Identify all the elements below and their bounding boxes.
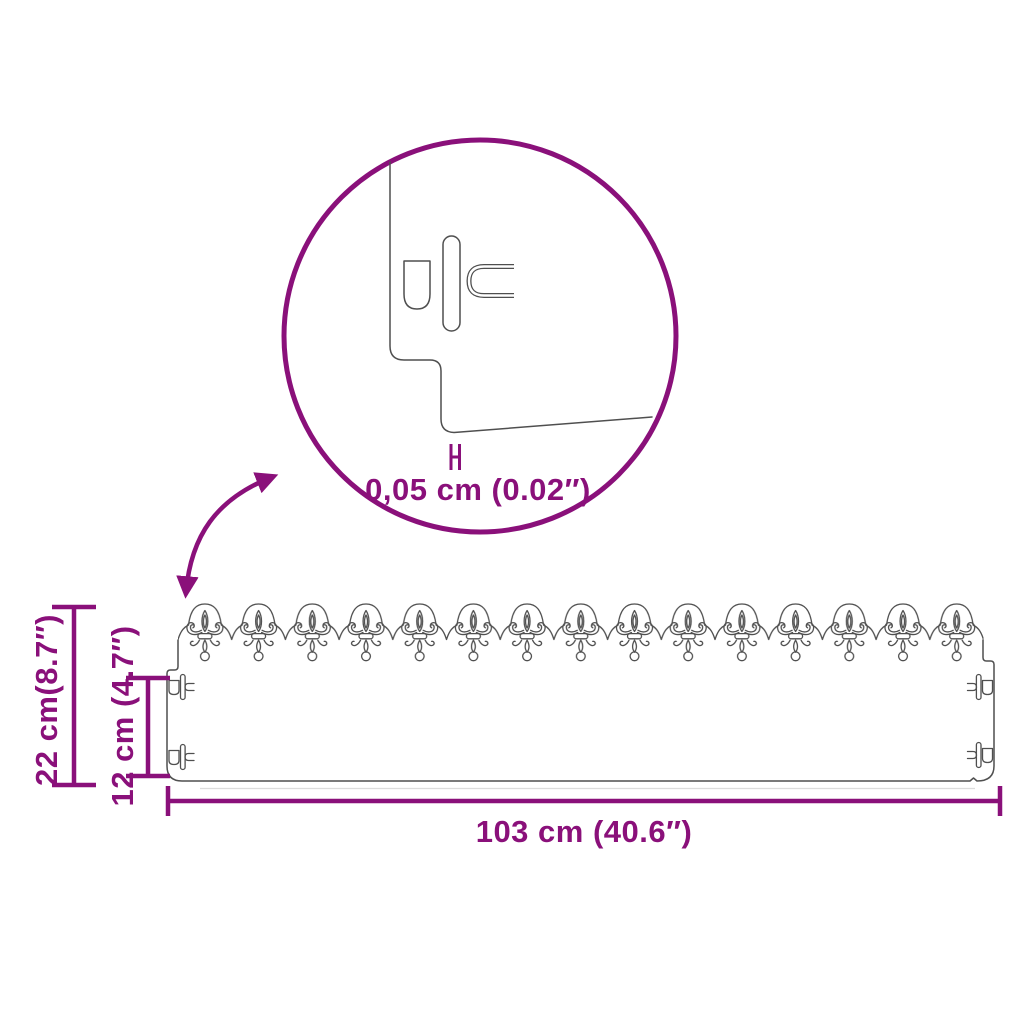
connector-left-top: [168, 673, 195, 701]
panel-outline: [166, 639, 995, 782]
detail-tab-cutout: [403, 260, 431, 310]
dimension-thickness: 0,05 cm (0.02″): [365, 444, 591, 507]
panel-edge-detail: [389, 161, 653, 434]
panel-height-label: 12 cm (4.7″): [105, 625, 140, 806]
dimension-panel-height: 12 cm (4.7″): [105, 625, 170, 807]
detail-slot-cutout: [442, 235, 461, 332]
thickness-tick-marks: [449, 444, 461, 470]
detail-hook-inner: [467, 265, 514, 297]
total-height-label: 22 cm(8.7″): [29, 614, 64, 786]
detail-hook-outer: [466, 264, 514, 298]
width-label: 103 cm (40.6″): [476, 814, 693, 849]
thickness-label: 0,05 cm (0.02″): [365, 472, 591, 507]
connector-right-top: [966, 673, 994, 701]
edging-panel-drawing: [166, 602, 995, 790]
panel-height-dimension-line: [126, 675, 170, 779]
fleur-de-lis-border: [178, 602, 984, 666]
width-dimension-line: [165, 786, 1003, 816]
detail-magnifier-view: 0,05 cm (0.02″): [281, 137, 679, 535]
connector-left-bottom: [168, 743, 195, 771]
dimension-width: 103 cm (40.6″): [165, 786, 1003, 849]
dimension-total-height: 22 cm(8.7″): [29, 604, 96, 788]
magnify-arrow: [176, 472, 279, 599]
connector-right-bottom: [966, 741, 994, 769]
total-height-dimension-line: [52, 604, 96, 788]
magnifier-circle: [281, 137, 679, 535]
